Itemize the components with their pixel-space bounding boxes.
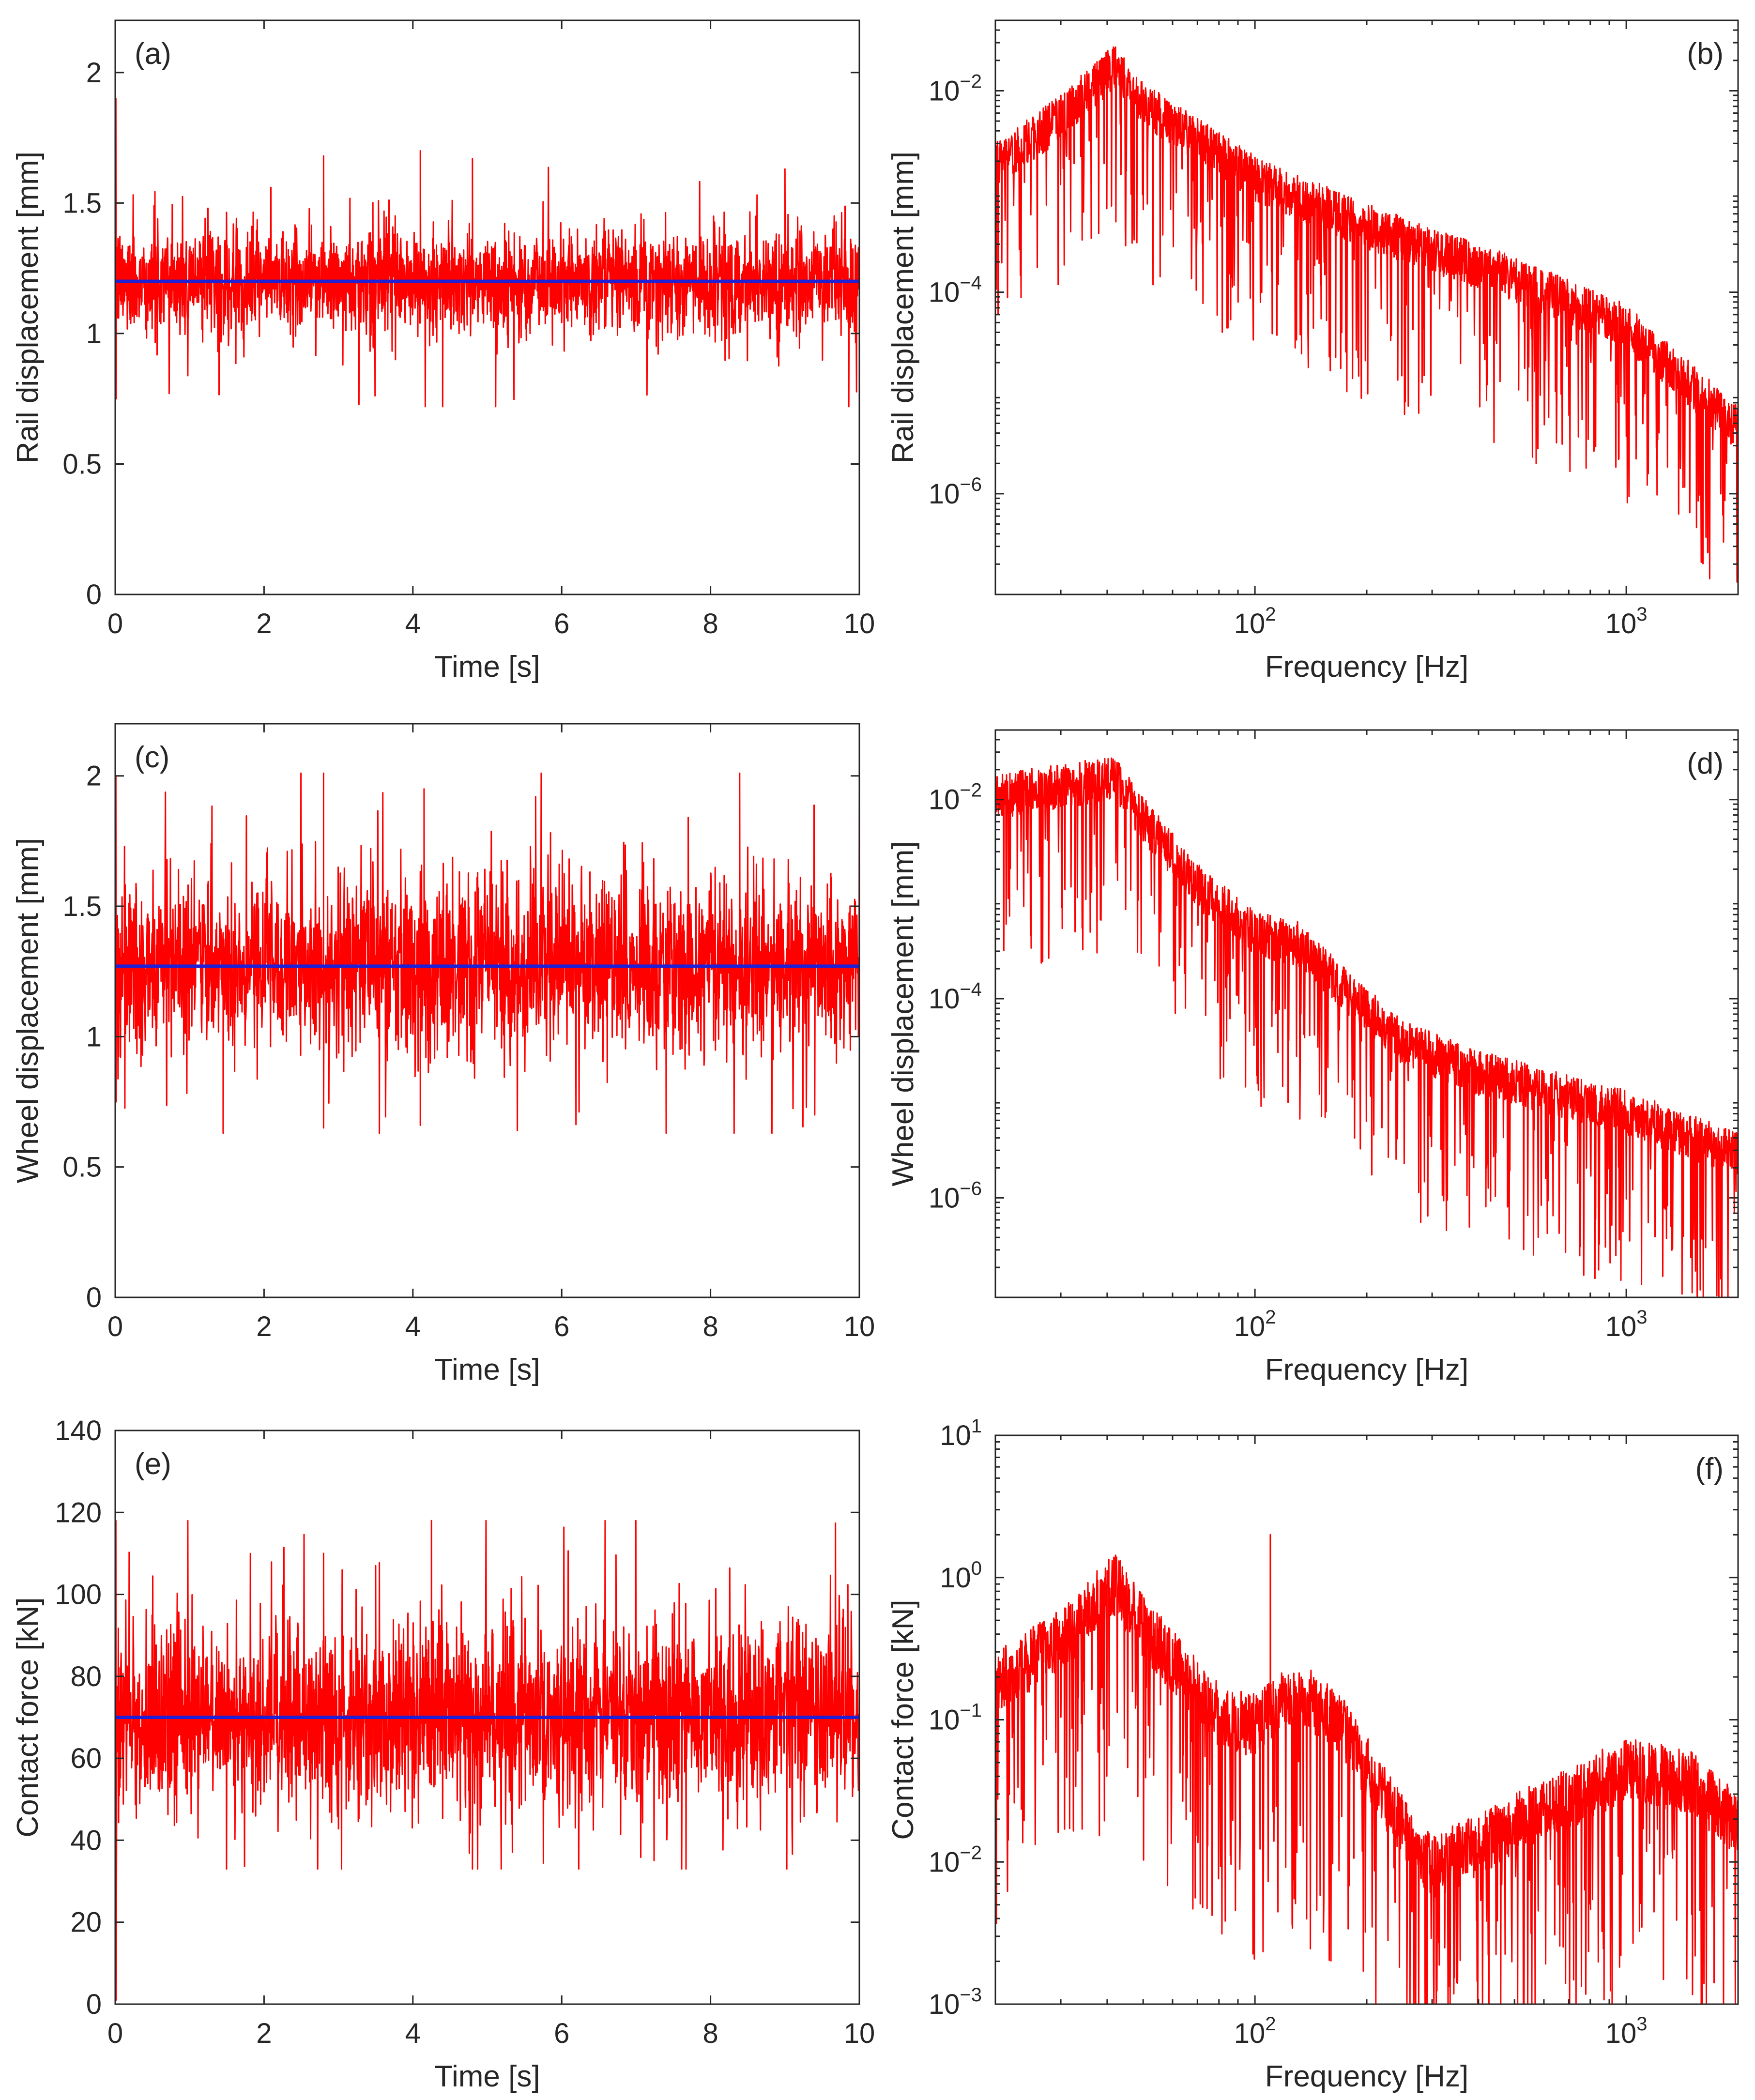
- series-c-signal: [115, 772, 859, 1134]
- x-axis-label-a: Time [s]: [434, 650, 540, 684]
- x-tick-label-c: 8: [702, 1311, 718, 1342]
- x-tick-label-e: 2: [256, 2018, 272, 2049]
- x-tick-label-b: 102: [1234, 604, 1276, 639]
- x-tick-label-f: 102: [1234, 2013, 1276, 2049]
- y-tick-label-a: 0: [86, 579, 102, 610]
- y-tick-label-d: 10−6: [929, 1178, 982, 1214]
- y-tick-label-f: 10−2: [929, 1842, 982, 1878]
- y-tick-label-e: 20: [70, 1907, 102, 1938]
- x-tick-label-a: 0: [107, 608, 123, 639]
- panel-label-a: (a): [135, 37, 171, 71]
- y-tick-label-b: 10−4: [929, 273, 982, 308]
- x-tick-label-c: 10: [844, 1311, 875, 1342]
- y-axis-label-c: Wheel displacement [mm]: [11, 838, 45, 1183]
- y-axis-label-b: Rail displacement [mm]: [886, 152, 920, 463]
- y-tick-label-e: 100: [55, 1579, 102, 1611]
- y-tick-label-c: 0: [86, 1282, 102, 1313]
- axes-frame-c: [114, 723, 860, 1298]
- x-tick-label-c: 6: [554, 1311, 569, 1342]
- y-tick-label-c: 1: [86, 1021, 102, 1052]
- y-tick-label-e: 80: [70, 1661, 102, 1692]
- x-tick-label-e: 4: [405, 2018, 421, 2049]
- y-axis-label-e: Contact force [kN]: [11, 1597, 45, 1837]
- panel-label-b: (b): [1687, 37, 1724, 71]
- x-tick-label-b: 103: [1605, 604, 1648, 639]
- y-tick-label-c: 2: [86, 761, 102, 792]
- x-tick-label-a: 10: [844, 608, 875, 639]
- x-tick-label-e: 8: [702, 2018, 718, 2049]
- y-tick-label-c: 0.5: [62, 1152, 102, 1183]
- y-tick-label-d: 10−4: [929, 979, 982, 1015]
- panel-label-c: (c): [135, 741, 169, 774]
- x-tick-label-c: 0: [107, 1311, 123, 1342]
- x-tick-label-c: 4: [405, 1311, 421, 1342]
- x-axis-label-f: Frequency [Hz]: [1265, 2060, 1468, 2093]
- y-axis-label-a: Rail displacement [mm]: [11, 152, 45, 463]
- y-tick-label-f: 100: [940, 1558, 982, 1594]
- panel-label-e: (e): [135, 1447, 171, 1481]
- y-tick-label-f: 101: [940, 1415, 982, 1451]
- panel-c: 0 2 4 6 8 10 0 0.5 1 1.5 2 Time [s] Wheel displaceme…: [11, 723, 875, 1386]
- y-tick-label-f: 10−3: [929, 1984, 982, 2020]
- series-b-signal: [995, 46, 1738, 583]
- panel-a: 0 2 4 6 8 10 0 0.5 1 1.5 2 Time [s] Rail displacemen…: [11, 19, 875, 684]
- y-tick-label-c: 1.5: [62, 891, 102, 922]
- series-a-signal: [115, 98, 859, 408]
- panel-label-d: (d): [1687, 747, 1724, 780]
- x-axis-label-d: Frequency [Hz]: [1265, 1353, 1468, 1386]
- x-tick-label-e: 0: [107, 2018, 123, 2049]
- y-tick-label-b: 10−2: [929, 71, 982, 107]
- y-tick-label-e: 0: [86, 1989, 102, 2020]
- panel-b: 102 103 10−6 10−4 10−2 Frequency [Hz] Rail dis…: [886, 19, 1739, 684]
- panel-f: 102 103 10−3 10−2 10−1 100 101 Frequency [Hz] Co…: [886, 1415, 1739, 2093]
- panel-label-f: (f): [1695, 1452, 1724, 1486]
- y-tick-label-e: 60: [70, 1743, 102, 1774]
- x-tick-label-e: 10: [844, 2018, 875, 2049]
- y-axis-label-d: Wheel displacement [mm]: [886, 841, 920, 1186]
- series-e-signal: [115, 1520, 859, 2001]
- x-tick-label-c: 2: [256, 1311, 272, 1342]
- y-tick-label-b: 10−6: [929, 474, 982, 510]
- x-tick-label-a: 2: [256, 608, 272, 639]
- x-tick-label-d: 103: [1605, 1307, 1648, 1342]
- y-tick-label-e: 40: [70, 1825, 102, 1856]
- y-tick-label-e: 140: [55, 1415, 102, 1446]
- y-tick-label-a: 2: [86, 57, 102, 89]
- x-tick-label-e: 6: [554, 2018, 569, 2049]
- y-tick-label-f: 10−1: [929, 1700, 982, 1736]
- y-tick-label-a: 1: [86, 318, 102, 350]
- axes-frame-e: [114, 1430, 860, 2005]
- y-tick-label-e: 120: [55, 1497, 102, 1528]
- x-axis-label-c: Time [s]: [434, 1353, 540, 1386]
- axes-frame-a: [114, 19, 860, 595]
- panel-d: 102 103 10−6 10−4 10−2 Frequency [Hz] Wheel di…: [886, 729, 1739, 1386]
- series-d-signal: [995, 757, 1738, 1297]
- x-tick-label-d: 102: [1234, 1307, 1276, 1342]
- x-tick-label-a: 8: [702, 608, 718, 639]
- y-tick-label-a: 1.5: [62, 187, 102, 219]
- x-tick-label-a: 4: [405, 608, 421, 639]
- series-f-signal: [995, 1534, 1738, 2004]
- y-tick-label-a: 0.5: [62, 448, 102, 480]
- x-axis-label-e: Time [s]: [434, 2060, 540, 2093]
- x-tick-label-f: 103: [1605, 2013, 1648, 2049]
- x-axis-label-b: Frequency [Hz]: [1265, 650, 1468, 684]
- y-axis-label-f: Contact force [kN]: [886, 1599, 920, 1840]
- x-tick-label-a: 6: [554, 608, 569, 639]
- y-tick-label-d: 10−2: [929, 780, 982, 816]
